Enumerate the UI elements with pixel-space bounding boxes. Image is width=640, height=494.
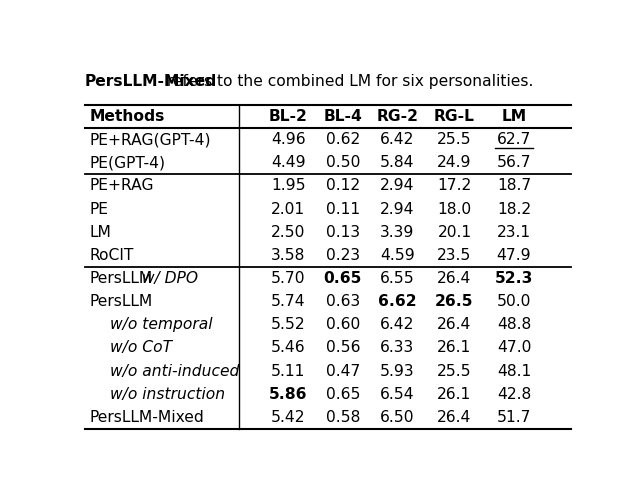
- Text: 20.1: 20.1: [437, 225, 472, 240]
- Text: 0.12: 0.12: [326, 178, 360, 194]
- Text: PersLLM: PersLLM: [90, 294, 153, 309]
- Text: 47.0: 47.0: [497, 340, 531, 355]
- Text: PE+RAG: PE+RAG: [90, 178, 154, 194]
- Text: 56.7: 56.7: [497, 155, 531, 170]
- Text: 47.9: 47.9: [497, 248, 531, 263]
- Text: 5.84: 5.84: [380, 155, 415, 170]
- Text: Methods: Methods: [90, 109, 165, 124]
- Text: 4.96: 4.96: [271, 132, 306, 147]
- Text: 2.50: 2.50: [271, 225, 305, 240]
- Text: 5.42: 5.42: [271, 410, 305, 425]
- Text: 18.0: 18.0: [437, 202, 472, 216]
- Text: 26.5: 26.5: [435, 294, 474, 309]
- Text: 0.13: 0.13: [326, 225, 360, 240]
- Text: 48.8: 48.8: [497, 317, 531, 332]
- Text: RG-2: RG-2: [376, 109, 419, 124]
- Text: 2.01: 2.01: [271, 202, 305, 216]
- Text: 0.58: 0.58: [326, 410, 360, 425]
- Text: 52.3: 52.3: [495, 271, 533, 286]
- Text: 26.4: 26.4: [437, 271, 472, 286]
- Text: 24.9: 24.9: [437, 155, 472, 170]
- Text: 26.4: 26.4: [437, 317, 472, 332]
- Text: BL-4: BL-4: [323, 109, 362, 124]
- Text: 6.50: 6.50: [380, 410, 415, 425]
- Text: w/o anti-induced: w/o anti-induced: [110, 364, 239, 378]
- Text: 26.1: 26.1: [437, 387, 472, 402]
- Text: 26.1: 26.1: [437, 340, 472, 355]
- Text: 6.62: 6.62: [378, 294, 417, 309]
- Text: 23.5: 23.5: [437, 248, 472, 263]
- Text: LM: LM: [501, 109, 527, 124]
- Text: 0.63: 0.63: [326, 294, 360, 309]
- Text: PE: PE: [90, 202, 109, 216]
- Text: 6.33: 6.33: [380, 340, 415, 355]
- Text: 0.62: 0.62: [326, 132, 360, 147]
- Text: 4.59: 4.59: [380, 248, 415, 263]
- Text: 5.70: 5.70: [271, 271, 305, 286]
- Text: 2.94: 2.94: [380, 202, 415, 216]
- Text: w/o temporal: w/o temporal: [110, 317, 212, 332]
- Text: 0.47: 0.47: [326, 364, 360, 378]
- Text: 6.55: 6.55: [380, 271, 415, 286]
- Text: 5.86: 5.86: [269, 387, 308, 402]
- Text: 0.65: 0.65: [324, 271, 362, 286]
- Text: 1.95: 1.95: [271, 178, 306, 194]
- Text: 3.58: 3.58: [271, 248, 305, 263]
- Text: 50.0: 50.0: [497, 294, 531, 309]
- Text: PE(GPT-4): PE(GPT-4): [90, 155, 166, 170]
- Text: 48.1: 48.1: [497, 364, 531, 378]
- Text: 51.7: 51.7: [497, 410, 531, 425]
- Text: LM: LM: [90, 225, 112, 240]
- Text: w/o instruction: w/o instruction: [110, 387, 225, 402]
- Text: 0.60: 0.60: [326, 317, 360, 332]
- Text: 5.52: 5.52: [271, 317, 306, 332]
- Text: 26.4: 26.4: [437, 410, 472, 425]
- Text: RG-L: RG-L: [434, 109, 475, 124]
- Text: 18.2: 18.2: [497, 202, 531, 216]
- Text: PE+RAG(GPT-4): PE+RAG(GPT-4): [90, 132, 211, 147]
- Text: 0.50: 0.50: [326, 155, 360, 170]
- Text: 3.39: 3.39: [380, 225, 415, 240]
- Text: 0.65: 0.65: [326, 387, 360, 402]
- Text: 0.11: 0.11: [326, 202, 360, 216]
- Text: 25.5: 25.5: [437, 132, 472, 147]
- Text: 2.94: 2.94: [380, 178, 415, 194]
- Text: 0.56: 0.56: [326, 340, 360, 355]
- Text: 5.46: 5.46: [271, 340, 306, 355]
- Text: RoCIT: RoCIT: [90, 248, 134, 263]
- Text: 5.11: 5.11: [271, 364, 305, 378]
- Text: 5.74: 5.74: [271, 294, 306, 309]
- Text: 6.54: 6.54: [380, 387, 415, 402]
- Text: w/o CoT: w/o CoT: [110, 340, 172, 355]
- Text: 42.8: 42.8: [497, 387, 531, 402]
- Text: w/ DPO: w/ DPO: [136, 271, 198, 286]
- Text: BL-2: BL-2: [269, 109, 308, 124]
- Text: 18.7: 18.7: [497, 178, 531, 194]
- Text: refers to the combined LM for six personalities.: refers to the combined LM for six person…: [162, 75, 533, 89]
- Text: PersLLM: PersLLM: [90, 271, 153, 286]
- Text: 5.93: 5.93: [380, 364, 415, 378]
- Text: 4.49: 4.49: [271, 155, 306, 170]
- Text: 25.5: 25.5: [437, 364, 472, 378]
- Text: PersLLM-Mixed: PersLLM-Mixed: [90, 410, 205, 425]
- Text: 17.2: 17.2: [437, 178, 472, 194]
- Text: 6.42: 6.42: [380, 132, 415, 147]
- Text: 0.23: 0.23: [326, 248, 360, 263]
- Text: PersLLM-Mixed: PersLLM-Mixed: [85, 75, 217, 89]
- Text: 6.42: 6.42: [380, 317, 415, 332]
- Text: 23.1: 23.1: [497, 225, 531, 240]
- Text: 62.7: 62.7: [497, 132, 531, 147]
